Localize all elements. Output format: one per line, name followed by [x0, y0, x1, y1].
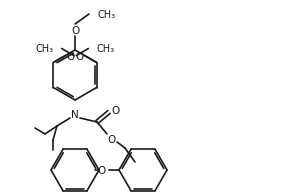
Text: O: O — [66, 52, 75, 62]
Text: O: O — [112, 106, 120, 116]
Text: N: N — [71, 110, 79, 120]
Text: CH₃: CH₃ — [36, 45, 54, 54]
Text: O: O — [71, 26, 79, 36]
Text: O: O — [108, 135, 116, 145]
Text: O: O — [98, 166, 106, 176]
Text: CH₃: CH₃ — [96, 45, 114, 54]
Text: O: O — [76, 52, 84, 62]
Text: CH₃: CH₃ — [97, 10, 115, 20]
